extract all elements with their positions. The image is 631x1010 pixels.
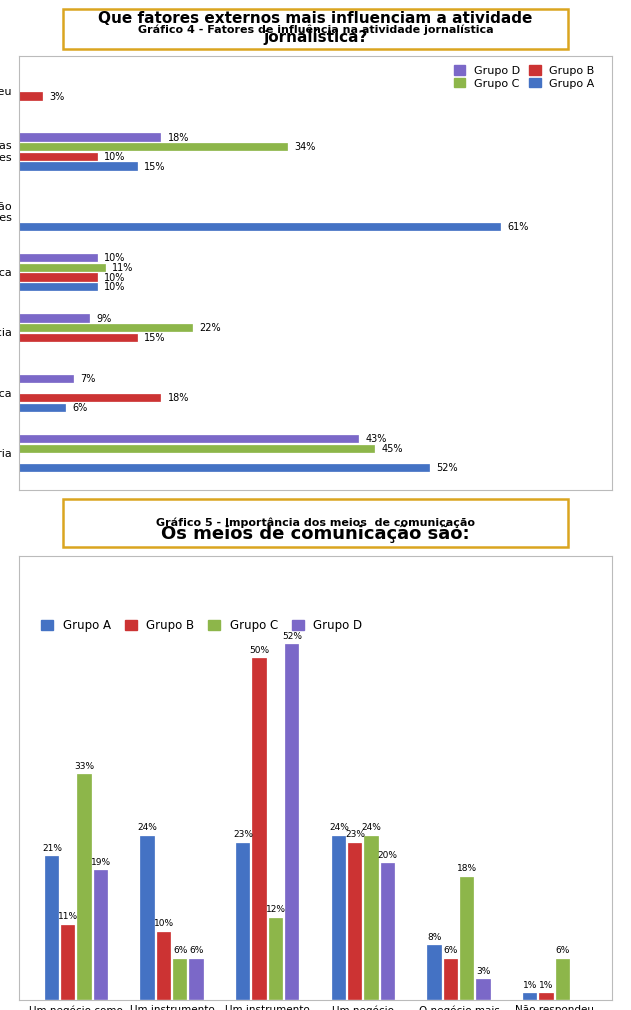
Bar: [348, 842, 362, 1000]
Bar: [444, 958, 458, 1000]
FancyBboxPatch shape: [63, 9, 568, 49]
Text: 7%: 7%: [81, 374, 96, 384]
Legend: Grupo D, Grupo C, Grupo B, Grupo A: Grupo D, Grupo C, Grupo B, Grupo A: [454, 66, 594, 89]
Bar: [19, 464, 430, 473]
Bar: [78, 775, 91, 1000]
Text: 11%: 11%: [112, 263, 134, 273]
Bar: [19, 324, 193, 332]
Bar: [19, 444, 375, 453]
Text: 33%: 33%: [74, 762, 95, 771]
Bar: [156, 931, 171, 1000]
Text: 6%: 6%: [556, 946, 570, 955]
Bar: [19, 394, 162, 402]
FancyBboxPatch shape: [63, 499, 568, 547]
Bar: [19, 264, 106, 272]
Bar: [427, 945, 442, 1000]
Text: 3%: 3%: [49, 92, 64, 102]
Text: 21%: 21%: [42, 844, 62, 852]
Bar: [236, 842, 251, 1000]
Text: 24%: 24%: [362, 823, 381, 832]
Legend: Grupo A, Grupo B, Grupo C, Grupo D: Grupo A, Grupo B, Grupo C, Grupo D: [37, 615, 367, 637]
Text: Gráfico 5 - Importância dos meios  de comunicação: Gráfico 5 - Importância dos meios de com…: [156, 518, 475, 528]
Bar: [19, 92, 43, 101]
Bar: [460, 877, 475, 1000]
Text: 10%: 10%: [104, 273, 126, 283]
Text: 6%: 6%: [73, 403, 88, 413]
Text: 18%: 18%: [168, 393, 189, 403]
Text: 23%: 23%: [233, 830, 253, 839]
Bar: [19, 163, 138, 171]
Text: 34%: 34%: [294, 142, 316, 153]
Text: 1%: 1%: [523, 981, 538, 990]
Bar: [364, 836, 379, 1000]
Text: 23%: 23%: [345, 830, 365, 839]
Text: Gráfico 4 - Fatores de influência na atividade jornalística: Gráfico 4 - Fatores de influência na ati…: [138, 24, 493, 34]
Text: 22%: 22%: [199, 323, 221, 333]
Text: 12%: 12%: [266, 905, 286, 914]
Text: 6%: 6%: [444, 946, 458, 955]
Title: Os meios de comunicação são:: Os meios de comunicação são:: [161, 525, 470, 542]
Text: 1%: 1%: [540, 981, 554, 990]
Text: 10%: 10%: [104, 152, 126, 162]
Bar: [19, 283, 98, 292]
Bar: [19, 274, 98, 282]
Bar: [19, 143, 288, 152]
Text: 6%: 6%: [189, 946, 204, 955]
Bar: [19, 222, 502, 231]
Bar: [19, 133, 162, 141]
Text: 45%: 45%: [381, 443, 403, 453]
Text: 9%: 9%: [97, 313, 112, 323]
Text: 18%: 18%: [168, 132, 189, 142]
Bar: [189, 958, 204, 1000]
Text: 20%: 20%: [378, 850, 398, 860]
Text: 10%: 10%: [154, 919, 174, 928]
Text: 61%: 61%: [508, 222, 529, 232]
Bar: [380, 864, 395, 1000]
Bar: [523, 993, 538, 1000]
Text: 50%: 50%: [249, 645, 269, 654]
Text: 10%: 10%: [104, 282, 126, 292]
Text: 3%: 3%: [476, 967, 490, 976]
Text: 19%: 19%: [91, 857, 111, 867]
Bar: [252, 659, 267, 1000]
Bar: [332, 836, 346, 1000]
Bar: [476, 980, 490, 1000]
Text: 15%: 15%: [144, 162, 165, 172]
Text: 11%: 11%: [58, 912, 78, 921]
Text: 18%: 18%: [457, 865, 477, 874]
Text: 8%: 8%: [427, 933, 442, 941]
Bar: [540, 993, 553, 1000]
Bar: [19, 375, 74, 383]
Bar: [45, 856, 59, 1000]
Text: 15%: 15%: [144, 333, 165, 342]
Bar: [285, 644, 299, 1000]
Text: 52%: 52%: [437, 464, 458, 473]
Bar: [141, 836, 155, 1000]
Text: 24%: 24%: [138, 823, 158, 832]
Bar: [19, 404, 66, 412]
Text: 24%: 24%: [329, 823, 349, 832]
Text: 10%: 10%: [104, 254, 126, 264]
Bar: [93, 870, 108, 1000]
Text: 43%: 43%: [365, 434, 387, 444]
Bar: [19, 254, 98, 263]
Bar: [173, 958, 187, 1000]
Bar: [269, 918, 283, 1000]
Title: Que fatores externos mais influenciam a atividade
jornalística?: Que fatores externos mais influenciam a …: [98, 11, 533, 44]
Text: 6%: 6%: [173, 946, 187, 955]
Bar: [19, 333, 138, 342]
Bar: [19, 314, 90, 323]
Bar: [61, 925, 75, 1000]
Text: 52%: 52%: [282, 632, 302, 641]
Bar: [556, 958, 570, 1000]
Bar: [19, 153, 98, 162]
Bar: [19, 435, 359, 443]
